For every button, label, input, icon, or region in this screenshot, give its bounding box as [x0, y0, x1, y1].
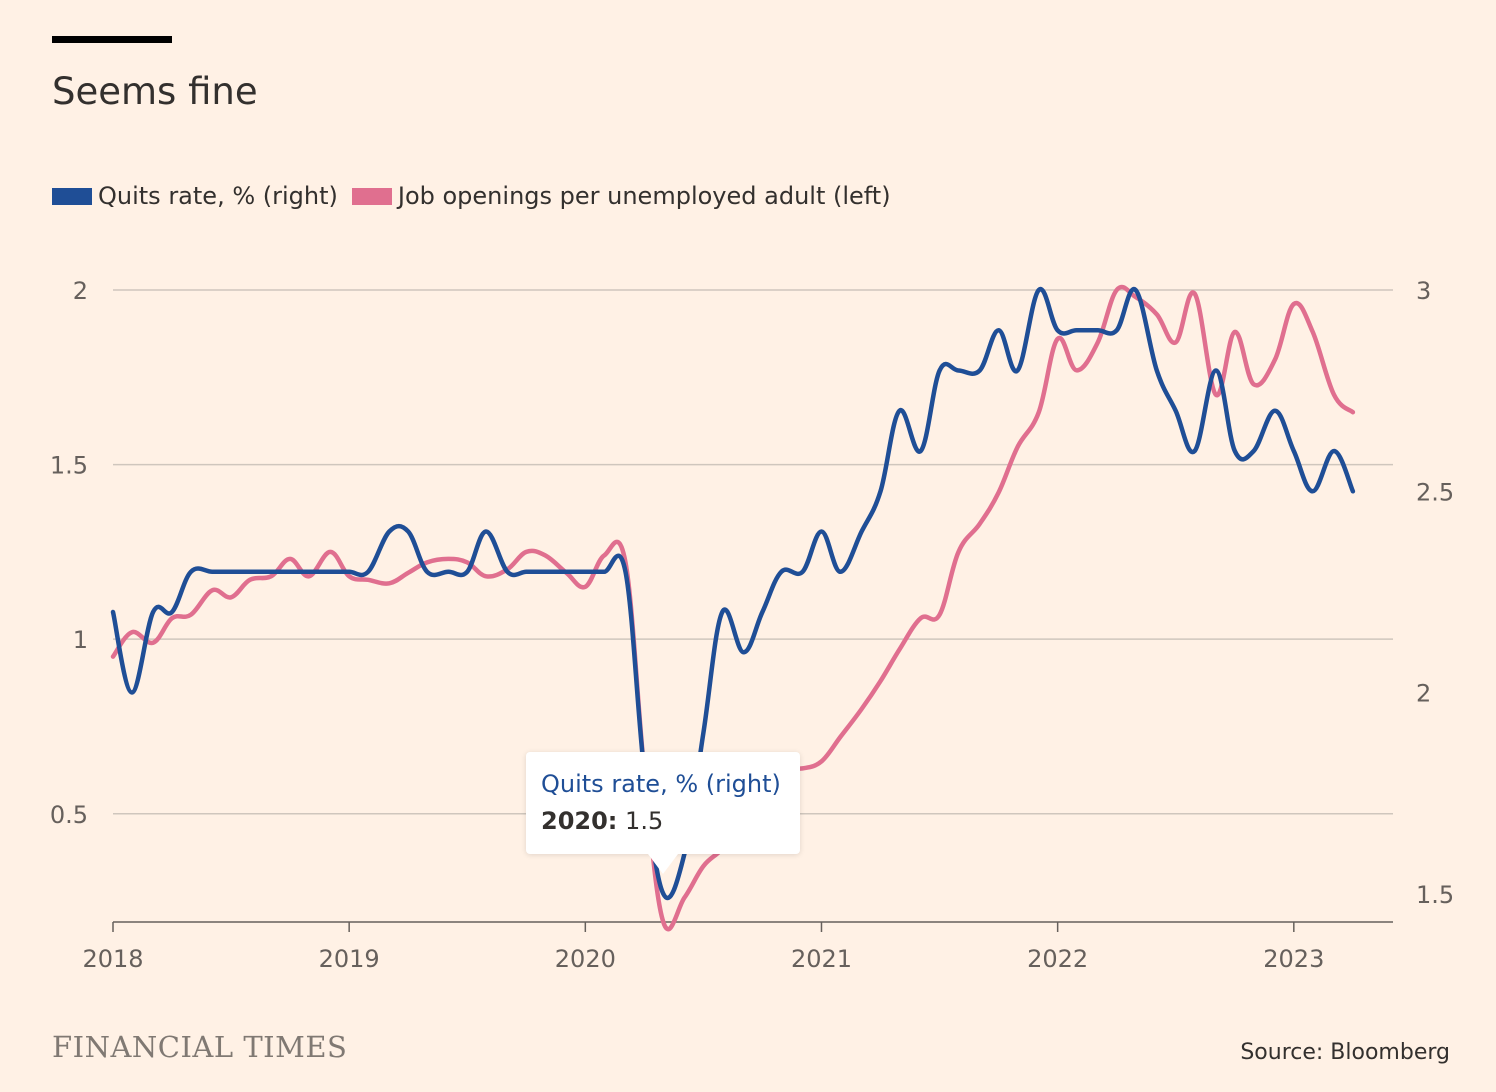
ft-logo: FINANCIAL TIMES [52, 1030, 347, 1064]
right-tick-label: 2.5 [1416, 478, 1454, 506]
right-tick-label: 3 [1416, 277, 1431, 305]
x-tick-label: 2020 [555, 945, 616, 973]
right-axis: 1.5 2 2.5 3 [1416, 277, 1454, 909]
tooltip: Quits rate, % (right) 2020: 1.5 [526, 752, 800, 854]
x-tick-label: 2022 [1027, 945, 1088, 973]
source-note: Source: Bloomberg [1240, 1040, 1450, 1065]
left-tick-label: 1 [73, 626, 88, 654]
left-tick-label: 1.5 [50, 452, 88, 480]
x-tick-label: 2018 [82, 945, 143, 973]
x-tick-label: 2021 [791, 945, 852, 973]
x-tick-label: 2019 [319, 945, 380, 973]
right-tick-label: 1.5 [1416, 881, 1454, 909]
gridlines [113, 290, 1393, 814]
tooltip-series: Quits rate, % (right) [541, 770, 781, 798]
tooltip-label: 2020: [541, 807, 617, 835]
left-tick-label: 0.5 [50, 801, 88, 829]
tooltip-value-line: 2020: 1.5 [541, 807, 663, 835]
left-axis: 0.5 1 1.5 2 [50, 277, 88, 829]
x-tick-label: 2023 [1263, 945, 1324, 973]
tooltip-value: 1.5 [625, 807, 663, 835]
right-tick-label: 2 [1416, 680, 1431, 708]
x-axis: 2018 2019 2020 2021 2022 2023 [82, 922, 1393, 973]
left-tick-label: 2 [73, 277, 88, 305]
